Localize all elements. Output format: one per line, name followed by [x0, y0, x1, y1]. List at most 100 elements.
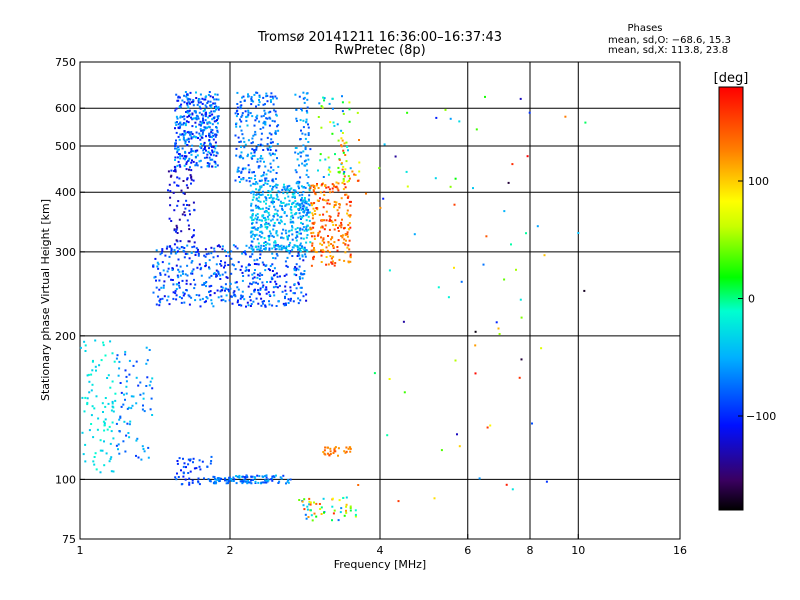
data-point — [311, 212, 314, 215]
data-point — [545, 480, 548, 483]
data-point — [328, 215, 331, 218]
data-point — [300, 185, 303, 188]
data-point — [331, 262, 334, 265]
data-point — [511, 488, 514, 491]
data-point — [214, 135, 217, 138]
data-point — [280, 215, 283, 218]
data-point — [301, 255, 304, 258]
data-point — [299, 151, 302, 154]
data-point — [272, 159, 275, 162]
data-point — [250, 303, 253, 305]
data-point — [119, 416, 122, 419]
data-point — [235, 154, 238, 157]
data-point — [292, 300, 295, 303]
data-point — [282, 228, 285, 231]
data-point — [264, 269, 267, 272]
data-point — [101, 402, 104, 405]
data-point — [248, 246, 251, 249]
data-point — [313, 247, 315, 249]
data-point — [310, 232, 313, 235]
data-point — [337, 454, 339, 457]
data-point — [111, 405, 114, 408]
data-point — [292, 292, 295, 295]
data-point — [245, 266, 248, 269]
data-point — [166, 299, 169, 302]
data-point — [143, 450, 146, 453]
data-point — [265, 117, 268, 120]
x-tick-label: 10 — [571, 544, 585, 557]
data-point — [272, 169, 275, 172]
data-point — [179, 274, 182, 277]
data-point — [304, 133, 307, 136]
data-point — [146, 376, 149, 379]
data-point — [286, 238, 289, 241]
data-point — [288, 245, 290, 248]
data-point — [283, 304, 286, 307]
data-point — [299, 206, 302, 209]
data-point — [251, 157, 254, 160]
data-point — [177, 123, 180, 126]
data-point — [308, 199, 310, 202]
data-point — [346, 196, 349, 199]
data-point — [174, 127, 176, 130]
data-point — [258, 234, 261, 237]
data-point — [223, 266, 225, 269]
data-point — [276, 195, 279, 198]
data-point — [259, 230, 262, 233]
data-point — [243, 99, 246, 102]
data-point — [307, 215, 310, 218]
data-point — [211, 136, 213, 139]
data-point — [131, 404, 134, 407]
data-point — [182, 122, 185, 125]
data-point — [130, 407, 133, 410]
data-point — [301, 228, 304, 231]
data-point — [262, 114, 265, 117]
data-point — [309, 503, 312, 506]
data-point — [212, 475, 215, 478]
data-point — [183, 211, 186, 214]
data-point — [284, 204, 287, 207]
data-point — [211, 132, 214, 135]
data-point — [241, 168, 244, 171]
data-point — [234, 179, 237, 182]
data-point — [349, 215, 351, 218]
data-point — [234, 112, 237, 115]
data-point — [214, 93, 217, 96]
data-point — [161, 248, 164, 251]
data-point — [454, 177, 457, 180]
data-point — [307, 123, 309, 126]
data-point — [257, 245, 260, 248]
data-point — [290, 229, 293, 232]
data-point — [327, 241, 330, 244]
data-point — [268, 248, 271, 251]
data-point — [166, 270, 169, 273]
data-point — [183, 101, 186, 104]
data-point — [332, 512, 335, 515]
data-point — [250, 103, 253, 106]
data-point — [344, 451, 347, 454]
data-point — [285, 264, 288, 267]
data-point — [320, 261, 323, 263]
data-point — [254, 246, 257, 248]
data-point — [203, 108, 206, 111]
data-point — [201, 133, 204, 136]
data-point — [168, 255, 171, 258]
data-point — [349, 256, 352, 259]
data-point — [253, 93, 256, 96]
data-point — [209, 290, 212, 293]
data-point — [186, 138, 189, 141]
data-point — [173, 228, 176, 231]
data-point — [249, 255, 252, 258]
data-point — [297, 302, 300, 305]
data-point — [227, 251, 229, 254]
data-point — [269, 265, 272, 267]
data-point — [211, 149, 214, 152]
data-point — [255, 198, 258, 201]
data-point — [394, 155, 397, 158]
data-point — [188, 140, 190, 143]
data-point — [183, 115, 186, 118]
data-point — [345, 496, 348, 499]
data-point — [285, 214, 288, 217]
data-point — [271, 141, 274, 144]
